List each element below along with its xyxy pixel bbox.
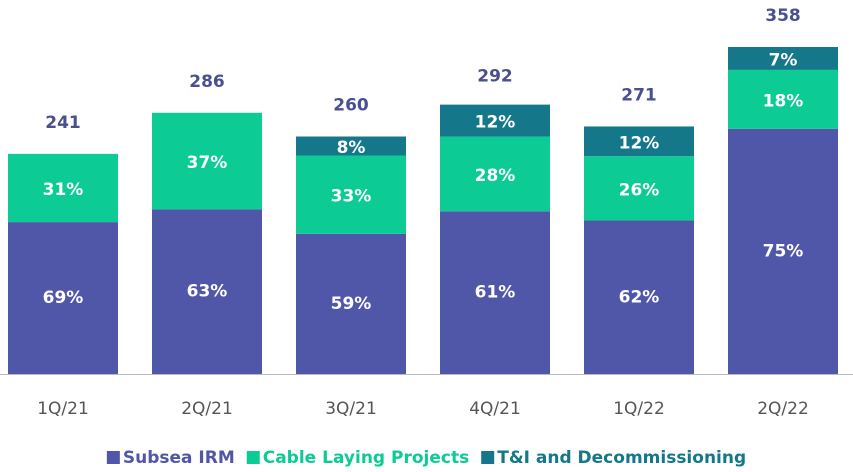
x-tick-label: 3Q/21 bbox=[325, 399, 377, 419]
x-tick-label: 4Q/21 bbox=[469, 399, 521, 419]
x-tick-label: 1Q/22 bbox=[613, 399, 665, 419]
segment-label: 7% bbox=[769, 50, 798, 70]
segment-label: 18% bbox=[763, 91, 804, 111]
segment-label: 59% bbox=[331, 294, 372, 314]
segment-label: 75% bbox=[763, 241, 804, 261]
total-label: 358 bbox=[765, 6, 801, 26]
bar-segment bbox=[152, 112, 262, 210]
segment-label: 61% bbox=[475, 283, 516, 303]
total-label: 241 bbox=[45, 113, 81, 133]
bar-segment bbox=[728, 128, 838, 374]
segment-label: 26% bbox=[619, 180, 660, 200]
segment-label: 62% bbox=[619, 287, 660, 307]
legend-swatch bbox=[481, 451, 495, 464]
bar-segment bbox=[8, 222, 118, 374]
bar-segment bbox=[728, 47, 838, 70]
segment-label: 37% bbox=[187, 153, 228, 173]
legend-label: Cable Laying Projects bbox=[263, 448, 469, 468]
legend: Subsea IRM Cable Laying Projects T&I and D… bbox=[106, 448, 746, 468]
segment-label: 33% bbox=[331, 187, 372, 207]
bar-segment bbox=[440, 211, 550, 374]
bar-segment bbox=[8, 153, 118, 223]
legend-swatch bbox=[246, 451, 260, 464]
bar-segment bbox=[728, 69, 838, 129]
bar-segment bbox=[296, 155, 406, 234]
bar-segment bbox=[440, 104, 550, 137]
x-tick-label: 2Q/22 bbox=[757, 399, 809, 419]
bar-segment bbox=[584, 220, 694, 374]
segment-label: 69% bbox=[43, 288, 84, 308]
x-tick-label: 2Q/21 bbox=[181, 399, 233, 419]
bar-segment bbox=[584, 156, 694, 221]
bar-segment bbox=[152, 209, 262, 374]
segment-label: 8% bbox=[337, 138, 366, 158]
legend-swatch bbox=[106, 451, 120, 464]
legend-label: Subsea IRM bbox=[123, 448, 235, 468]
segment-label: 63% bbox=[187, 282, 228, 302]
total-label: 292 bbox=[477, 66, 513, 86]
bar-segment bbox=[296, 233, 406, 374]
segment-label: 12% bbox=[619, 133, 660, 153]
x-tick-label: 1Q/21 bbox=[37, 399, 89, 419]
bar-segment bbox=[296, 136, 406, 156]
segment-label: 28% bbox=[475, 166, 516, 186]
segment-label: 31% bbox=[43, 180, 84, 200]
bar-segment bbox=[584, 126, 694, 157]
total-label: 286 bbox=[189, 72, 225, 92]
legend-label: T&I and Decommissioning bbox=[497, 448, 746, 468]
segment-label: 12% bbox=[475, 113, 516, 133]
bar-segment bbox=[440, 136, 550, 212]
total-label: 271 bbox=[621, 85, 657, 105]
total-label: 260 bbox=[333, 96, 369, 116]
